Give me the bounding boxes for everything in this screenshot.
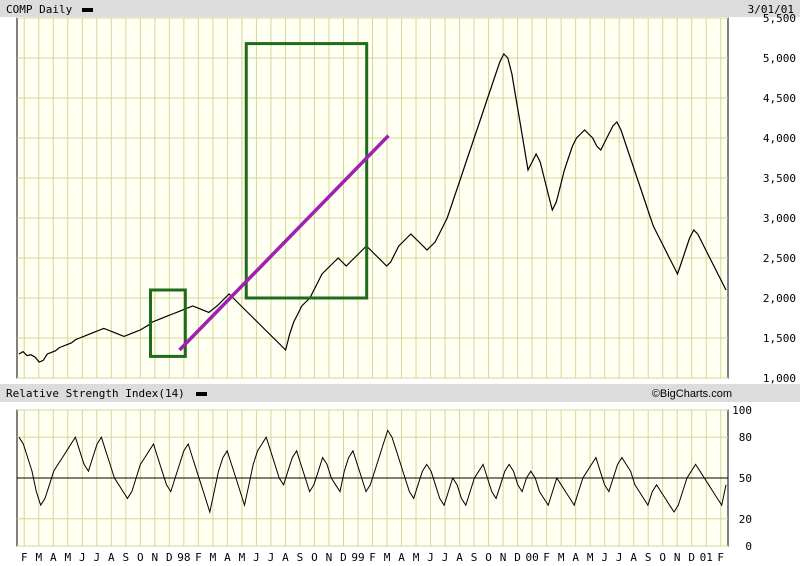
x-tick-label: J [79,551,86,564]
price-y-tick-label: 5,000 [763,52,796,65]
annotation-box [244,42,369,300]
x-tick-label: M [587,551,594,564]
chart-date: 3/01/01 [748,3,794,16]
main-chart-title: COMP Daily [6,3,73,16]
x-tick-label: M [558,551,565,564]
rsi-y-tick-label: 50 [739,472,752,485]
price-y-tick-label: 5,500 [763,12,796,25]
x-tick-label: A [630,551,637,564]
x-tick-label: S [123,551,130,564]
price-y-tick-label: 1,500 [763,332,796,345]
x-tick-label: N [152,551,159,564]
x-tick-label: A [224,551,231,564]
x-tick-label: J [601,551,608,564]
x-tick-label: A [282,551,289,564]
x-tick-label: M [210,551,217,564]
x-tick-label: N [674,551,681,564]
x-tick-label: J [442,551,449,564]
x-tick-label: J [268,551,275,564]
x-tick-label: A [456,551,463,564]
chart-credit: ©BigCharts.com [652,388,732,400]
rsi-y-tick-label: 20 [739,513,752,526]
x-tick-label: 00 [525,551,538,564]
price-y-tick-label: 2,500 [763,252,796,265]
x-tick-label: D [514,551,521,564]
rsi-y-tick-label: 100 [732,404,752,417]
x-tick-label: S [645,551,652,564]
rsi-title-dash-icon [196,392,207,396]
rsi-y-tick-label: 80 [739,431,752,444]
x-axis: F M A M J J A S O N D 98 F M A M J J A S O N D 99 F M A M J J A S O N D 00 F… [21,551,724,564]
rsi-series-line [18,429,727,514]
x-tick-label: D [688,551,695,564]
price-grid [17,17,728,379]
x-tick-label: O [137,551,144,564]
rsi-grid [17,409,728,547]
x-tick-label: S [297,551,304,564]
x-tick-label: J [93,551,100,564]
x-tick-label: F [369,551,376,564]
x-tick-label: 98 [177,551,190,564]
x-tick-label: F [717,551,724,564]
price-y-tick-label: 4,500 [763,92,796,105]
x-tick-label: F [21,551,28,564]
price-y-tick-label: 3,000 [763,212,796,225]
x-tick-label: M [413,551,420,564]
rsi-header-bar [0,384,800,402]
x-tick-label: 99 [351,551,364,564]
main-header-bar [0,0,800,17]
x-tick-label: A [50,551,57,564]
x-tick-label: A [398,551,405,564]
main-title-dash-icon [82,8,93,12]
price-y-tick-label: 2,000 [763,292,796,305]
x-tick-label: D [340,551,347,564]
x-tick-label: O [659,551,666,564]
x-tick-label: F [543,551,550,564]
price-y-tick-label: 3,500 [763,172,796,185]
x-tick-label: O [485,551,492,564]
x-tick-label: N [500,551,507,564]
x-tick-label: J [253,551,260,564]
x-tick-label: J [427,551,434,564]
x-tick-label: M [239,551,246,564]
x-tick-label: A [572,551,579,564]
annotation-box [148,288,187,358]
x-tick-label: F [195,551,202,564]
rsi-y-axis: 0 20 50 80 100 [732,404,752,553]
chart-annotations [148,42,390,358]
price-series-line [18,52,727,363]
x-tick-label: D [166,551,173,564]
price-y-tick-label: 1,000 [763,372,796,385]
x-tick-label: M [384,551,391,564]
x-tick-label: 01 [700,551,713,564]
price-y-axis: 1,000 1,500 2,000 2,500 3,000 3,500 4,000 4,500… [763,12,796,385]
x-tick-label: M [35,551,42,564]
rsi-y-tick-label: 0 [745,540,752,553]
x-tick-label: A [108,551,115,564]
price-y-tick-label: 4,000 [763,132,796,145]
x-tick-label: M [64,551,71,564]
x-tick-label: S [471,551,478,564]
rsi-title: Relative Strength Index(14) [6,387,185,400]
annotation-trendline [178,134,390,352]
x-tick-label: J [616,551,623,564]
x-tick-label: N [326,551,333,564]
x-tick-label: O [311,551,318,564]
